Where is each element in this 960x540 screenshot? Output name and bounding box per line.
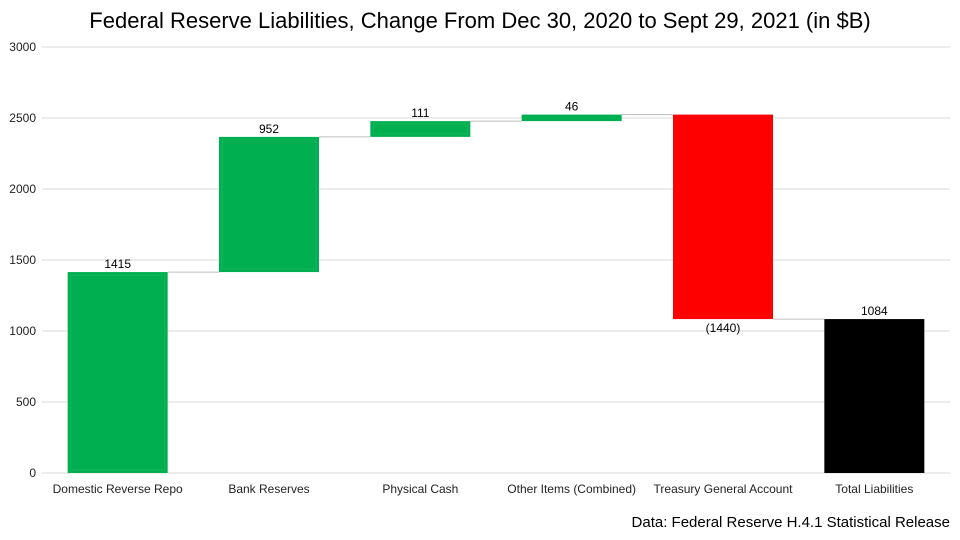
bar	[219, 136, 319, 273]
category-label: Other Items (Combined)	[507, 482, 636, 496]
category-label: Bank Reserves	[228, 482, 309, 496]
y-tick-label: 1000	[9, 324, 36, 338]
y-tick-label: 2500	[9, 111, 36, 125]
category-label: Physical Cash	[382, 482, 458, 496]
bar	[673, 114, 773, 320]
data-label: 46	[565, 100, 579, 114]
category-label: Treasury General Account	[654, 482, 794, 496]
chart-title: Federal Reserve Liabilities, Change From…	[89, 8, 871, 33]
y-tick-label: 500	[16, 395, 36, 409]
y-tick-label: 1500	[9, 253, 36, 267]
source-note: Data: Federal Reserve H.4.1 Statistical …	[631, 514, 950, 531]
y-tick-label: 0	[29, 466, 36, 480]
y-axis-ticks: 0 500 1000 1500 2000 2500 3000	[9, 40, 36, 480]
data-label: 1415	[104, 257, 131, 271]
data-label: 111	[411, 106, 430, 120]
data-label: 1084	[861, 304, 888, 318]
category-label: Total Liabilities	[835, 482, 913, 496]
data-labels: 1415 952 111 46 (1440) 1084	[104, 100, 888, 335]
grid-lines	[42, 46, 950, 474]
bar	[370, 121, 471, 137]
bar-inner-outline	[372, 123, 468, 135]
category-label: Domestic Reverse Repo	[53, 482, 183, 496]
bar-inner-outline	[221, 139, 317, 270]
bar	[824, 319, 925, 473]
y-tick-label: 3000	[9, 40, 36, 54]
connector-lines	[167, 114, 825, 320]
bar	[67, 272, 168, 473]
bars	[67, 114, 925, 473]
bar	[521, 114, 622, 122]
y-tick-label: 2000	[9, 182, 36, 196]
category-labels: Domestic Reverse Repo Bank Reserves Physic…	[53, 482, 914, 496]
bar-inner-outline	[70, 274, 166, 471]
data-label: (1440)	[706, 321, 741, 335]
data-label: 952	[259, 122, 279, 136]
